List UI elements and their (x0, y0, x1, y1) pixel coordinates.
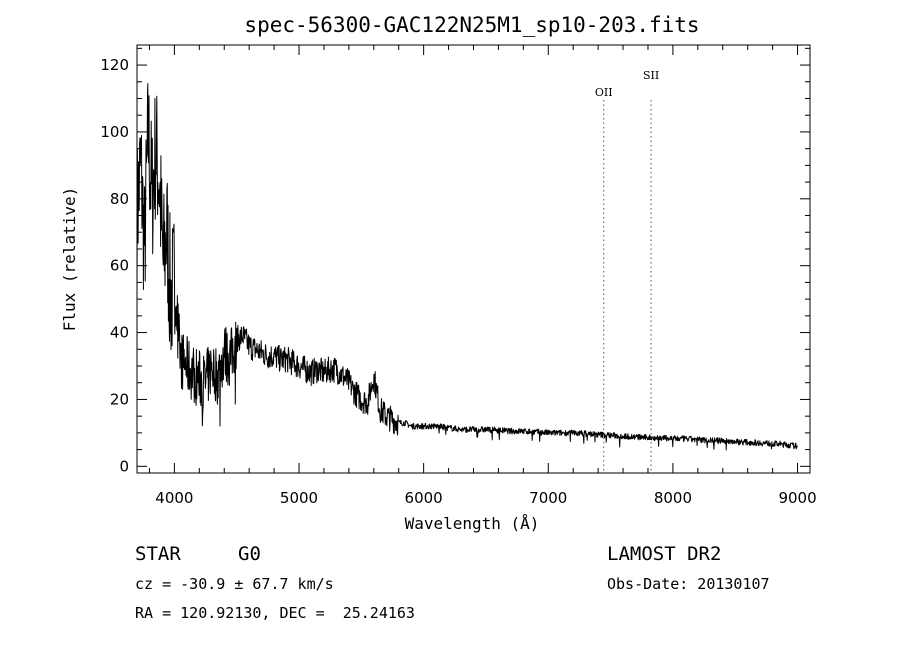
y-tick-label: 0 (119, 457, 129, 475)
x-tick-label: 9000 (778, 489, 816, 507)
y-tick-label: 40 (110, 324, 129, 342)
y-tick-label: 60 (110, 257, 129, 275)
x-tick-label: 7000 (529, 489, 567, 507)
observation-date: Obs-Date: 20130107 (607, 575, 770, 593)
axis-ticks: 4000 5000 6000 7000 8000 9000 0 20 40 60 80 100 120 (100, 45, 817, 507)
spectrum-chart: spec-56300-GAC122N25M1_sp10-203.fits OII… (60, 13, 817, 533)
plot-frame (136, 44, 811, 474)
object-subclass: G0 (238, 543, 261, 565)
sky-coordinates: RA = 120.92130, DEC = 25.24163 (135, 604, 415, 622)
spectral-lines: OII SII (595, 69, 659, 473)
x-tick-label: 4000 (155, 489, 193, 507)
x-tick-label: 6000 (405, 489, 443, 507)
x-axis-label: Wavelength (Å) (405, 514, 540, 533)
spectral-line-label: OII (595, 86, 613, 99)
chart-title: spec-56300-GAC122N25M1_sp10-203.fits (244, 13, 699, 37)
spectral-line-label: SII (643, 69, 659, 82)
y-tick-label: 100 (100, 123, 129, 141)
x-tick-label: 5000 (280, 489, 318, 507)
y-tick-label: 80 (110, 190, 129, 208)
y-tick-label: 120 (100, 56, 129, 74)
spectrum-line (136, 83, 798, 451)
y-axis-label: Flux (relative) (60, 187, 79, 332)
spectrum-series (136, 83, 798, 451)
x-tick-label: 8000 (654, 489, 692, 507)
y-tick-label: 20 (110, 390, 129, 408)
object-class: STAR (135, 543, 181, 565)
survey-name: LAMOST DR2 (607, 543, 722, 565)
redshift-velocity: cz = -30.9 ± 67.7 km/s (135, 575, 334, 593)
